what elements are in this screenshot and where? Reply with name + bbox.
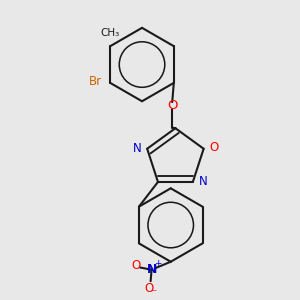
Text: O: O (132, 260, 141, 272)
Text: +: + (154, 260, 161, 268)
Text: O: O (209, 141, 219, 154)
Text: N: N (199, 176, 207, 188)
Text: O: O (167, 99, 178, 112)
Text: ⁻: ⁻ (151, 287, 157, 300)
Text: N: N (146, 263, 157, 276)
Text: Br: Br (89, 75, 102, 88)
Text: N: N (133, 142, 141, 155)
Text: O: O (144, 282, 154, 295)
Text: CH₃: CH₃ (100, 28, 120, 38)
